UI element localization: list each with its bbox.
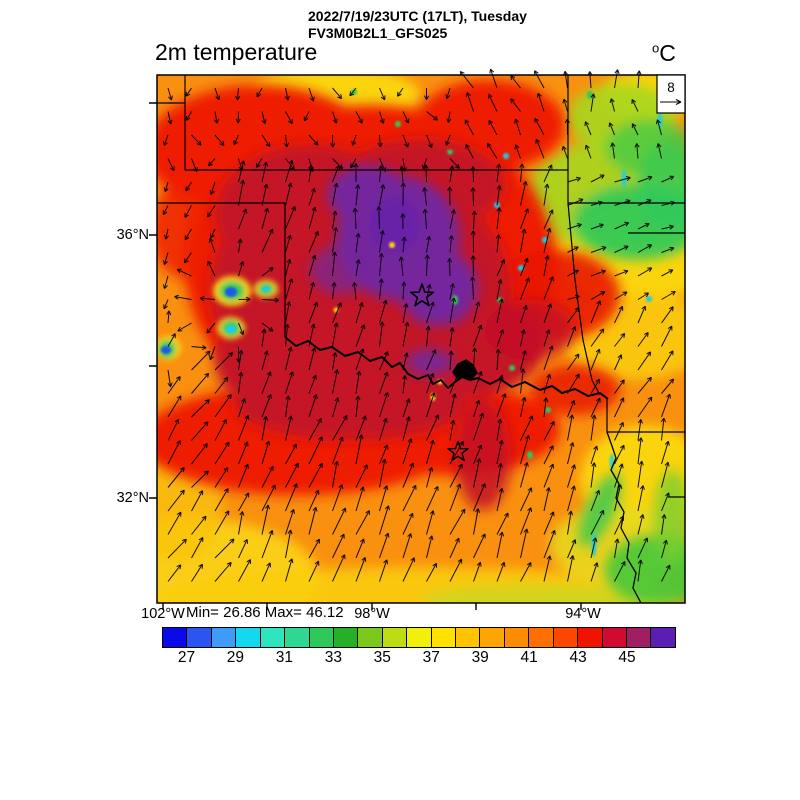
colorbar-tick-label: 29 bbox=[226, 649, 245, 666]
colorbar-segment bbox=[163, 628, 188, 647]
lat-label-32n: 32°N bbox=[116, 490, 149, 506]
colorbar-tick-label: 43 bbox=[569, 649, 587, 666]
state-borders bbox=[157, 75, 685, 498]
colorbar-segment bbox=[309, 628, 334, 647]
title-datetime: 2022/7/19/23UTC (17LT), Tuesday bbox=[308, 8, 527, 24]
colorbar-tick-label: 37 bbox=[422, 649, 440, 666]
colorbar-segment bbox=[627, 628, 652, 647]
units-sup: o bbox=[652, 40, 660, 56]
wind-reference-box: 8 bbox=[656, 74, 686, 114]
lat-label-36n: 36°N bbox=[116, 227, 149, 243]
colorbar-segment bbox=[187, 628, 212, 647]
colorbar-segment bbox=[602, 628, 628, 647]
ref-vector-arrow-icon bbox=[660, 99, 682, 105]
colorbar-tick-label: 45 bbox=[618, 649, 636, 666]
colorbar-segment bbox=[358, 628, 383, 647]
city-markers bbox=[409, 283, 469, 462]
temperature-field bbox=[157, 75, 685, 603]
colorbar-segment bbox=[382, 628, 408, 647]
colorbar-tick-label: 41 bbox=[520, 649, 538, 666]
colorbar-segment bbox=[260, 628, 286, 647]
title-model: FV3M0B2L1_GFS025 bbox=[308, 25, 448, 41]
colorbar-segment bbox=[480, 628, 505, 647]
ref-vector-value: 8 bbox=[667, 80, 675, 95]
colorbar-tick-label: 35 bbox=[373, 649, 391, 666]
colorbar-tick-label: 33 bbox=[324, 649, 342, 666]
colorbar-segment bbox=[651, 628, 675, 647]
colorbar-segment bbox=[211, 628, 237, 647]
colorbar-segment bbox=[407, 628, 432, 647]
colorbar bbox=[162, 627, 676, 648]
colorbar-segment bbox=[285, 628, 310, 647]
colorbar-tick-label: 39 bbox=[471, 649, 489, 666]
colorbar-segment bbox=[333, 628, 359, 647]
field-label: 2m temperature bbox=[155, 39, 318, 65]
colorbar-segment bbox=[529, 628, 554, 647]
colorbar-segment bbox=[578, 628, 603, 647]
colorbar-tick-label: 27 bbox=[177, 649, 196, 666]
temp-purple-core bbox=[310, 165, 478, 375]
wind-arrow-glyphs bbox=[162, 68, 676, 582]
axis-ticks bbox=[149, 102, 582, 610]
city-star-marker bbox=[447, 440, 469, 462]
colorbar-segment bbox=[236, 628, 261, 647]
units-label: oC bbox=[652, 40, 676, 67]
lon-label-102w: 102°W bbox=[141, 606, 185, 622]
colorbar-segment bbox=[504, 628, 530, 647]
map-frame bbox=[156, 74, 686, 604]
colorbar-segment bbox=[553, 628, 579, 647]
rivers bbox=[284, 336, 642, 603]
storm-cores bbox=[161, 89, 453, 354]
colorbar-tick-label: 31 bbox=[275, 649, 293, 666]
lon-label-98w: 98°W bbox=[354, 606, 390, 622]
lon-label-94w: 94°W bbox=[565, 606, 601, 622]
colorbar-segment bbox=[431, 628, 457, 647]
minmax-stats: Min= 26.86 Max= 46.12 bbox=[186, 604, 344, 621]
city-star-marker bbox=[409, 283, 435, 307]
wind-arrows bbox=[162, 68, 676, 582]
colorbar-segment bbox=[456, 628, 481, 647]
units-base: C bbox=[659, 40, 676, 66]
